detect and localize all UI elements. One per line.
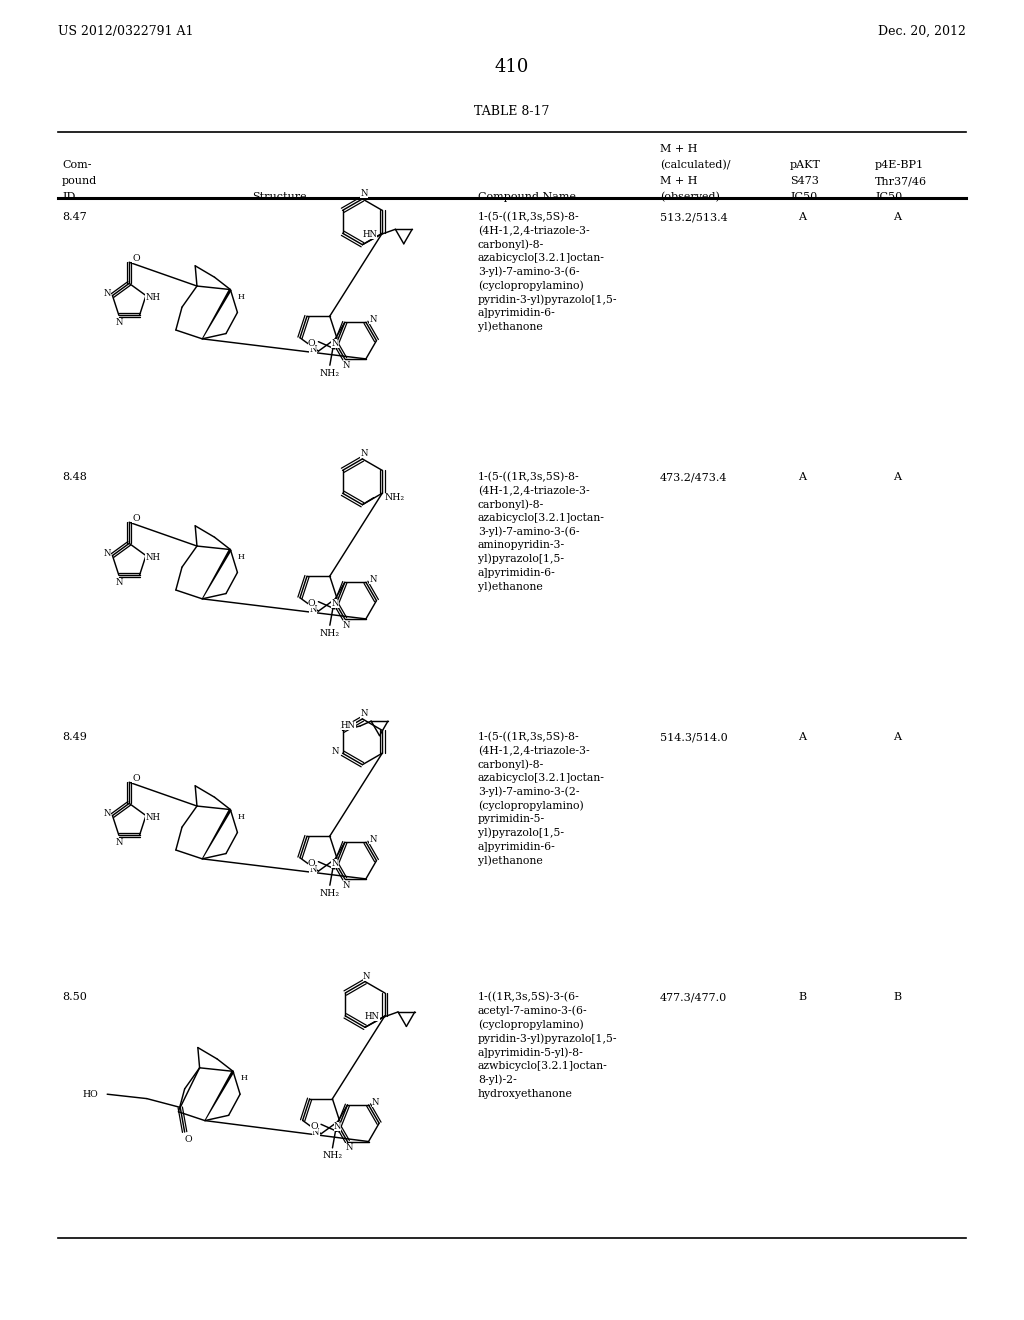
Text: O: O [132,775,140,783]
Polygon shape [202,289,231,339]
Text: 8.48: 8.48 [62,473,87,482]
Text: B: B [798,993,806,1002]
Text: Thr37/46: Thr37/46 [874,176,927,186]
Text: 1-(5-((1R,3s,5S)-8-
(4H-1,2,4-triazole-3-
carbonyl)-8-
azabicyclo[3.2.1]octan-
3: 1-(5-((1R,3s,5S)-8- (4H-1,2,4-triazole-3… [478,213,617,333]
Text: (observed): (observed) [660,191,720,202]
Text: N: N [334,1122,341,1131]
Text: N: N [309,605,316,614]
Text: H: H [238,293,245,301]
Text: B: B [893,993,901,1002]
Text: N: N [343,620,350,630]
Text: N: N [360,709,368,718]
Text: NH₂: NH₂ [384,494,404,502]
Text: NH₂: NH₂ [323,1151,343,1160]
Text: M + H: M + H [660,176,697,186]
Text: N: N [345,1143,353,1152]
Text: H: H [238,813,245,821]
Text: H: H [241,1074,247,1082]
Text: N: N [370,315,377,325]
Text: N: N [332,599,339,609]
Text: N: N [115,578,123,587]
Text: S473: S473 [790,176,819,186]
Text: M + H: M + H [660,144,697,154]
Text: Structure: Structure [252,191,306,202]
Text: N: N [332,747,339,756]
Text: O: O [307,859,315,869]
Text: N: N [312,1127,319,1137]
Text: TABLE 8-17: TABLE 8-17 [474,106,550,117]
Text: 8.50: 8.50 [62,993,87,1002]
Text: 513.2/513.4: 513.2/513.4 [660,213,728,222]
Text: N: N [364,972,371,981]
Text: 514.3/514.0: 514.3/514.0 [660,733,728,742]
Text: (calculated)/: (calculated)/ [660,160,730,170]
Text: pAKT: pAKT [790,160,821,170]
Polygon shape [202,549,231,599]
Text: N: N [360,449,368,458]
Text: N: N [372,1098,379,1106]
Text: IC50: IC50 [874,191,902,202]
Text: 8.47: 8.47 [62,213,87,222]
Text: 477.3/477.0: 477.3/477.0 [660,993,727,1002]
Text: N: N [332,859,339,869]
Text: ID: ID [62,191,76,202]
Text: HN: HN [365,1012,380,1022]
Text: 1-(5-((1R,3s,5S)-8-
(4H-1,2,4-triazole-3-
carbonyl)-8-
azabicyclo[3.2.1]octan-
3: 1-(5-((1R,3s,5S)-8- (4H-1,2,4-triazole-3… [478,473,605,591]
Text: N: N [309,345,316,354]
Text: Com-: Com- [62,160,91,170]
Text: US 2012/0322791 A1: US 2012/0322791 A1 [58,25,194,38]
Text: NH: NH [145,293,161,302]
Text: N: N [309,865,316,874]
Text: p4E-BP1: p4E-BP1 [874,160,924,170]
Text: H: H [238,553,245,561]
Text: N: N [103,549,111,558]
Text: A: A [893,473,901,482]
Text: 1-((1R,3s,5S)-3-(6-
acetyl-7-amino-3-(6-
(cyclopropylamino)
pyridin-3-yl)pyrazol: 1-((1R,3s,5S)-3-(6- acetyl-7-amino-3-(6-… [478,993,617,1098]
Text: 8.49: 8.49 [62,733,87,742]
Text: A: A [798,473,806,482]
Text: NH₂: NH₂ [319,368,340,378]
Text: pound: pound [62,176,97,186]
Text: HN: HN [341,722,355,730]
Text: 1-(5-((1R,3s,5S)-8-
(4H-1,2,4-triazole-3-
carbonyl)-8-
azabicyclo[3.2.1]octan-
3: 1-(5-((1R,3s,5S)-8- (4H-1,2,4-triazole-3… [478,733,605,866]
Text: Dec. 20, 2012: Dec. 20, 2012 [879,25,966,38]
Text: NH₂: NH₂ [319,888,340,898]
Text: N: N [370,576,377,585]
Text: O: O [307,339,315,348]
Text: O: O [132,515,140,523]
Text: A: A [893,213,901,222]
Text: HN: HN [362,230,378,239]
Text: O: O [307,599,315,609]
Text: N: N [332,339,339,348]
Text: N: N [360,189,368,198]
Text: HO: HO [83,1090,98,1098]
Text: N: N [115,838,123,846]
Text: NH: NH [145,813,161,822]
Text: O: O [310,1122,317,1130]
Text: N: N [103,289,111,298]
Text: N: N [115,318,123,327]
Text: N: N [343,360,350,370]
Text: NH: NH [145,553,161,562]
Text: A: A [893,733,901,742]
Text: 473.2/473.4: 473.2/473.4 [660,473,727,482]
Text: O: O [184,1135,191,1143]
Text: Compound Name: Compound Name [478,191,575,202]
Polygon shape [202,809,231,859]
Text: IC50: IC50 [790,191,817,202]
Text: N: N [103,809,111,818]
Text: N: N [370,836,377,845]
Text: A: A [798,733,806,742]
Text: N: N [343,880,350,890]
Text: 410: 410 [495,58,529,77]
Polygon shape [205,1071,234,1121]
Text: A: A [798,213,806,222]
Text: NH₂: NH₂ [319,628,340,638]
Text: O: O [132,255,140,263]
